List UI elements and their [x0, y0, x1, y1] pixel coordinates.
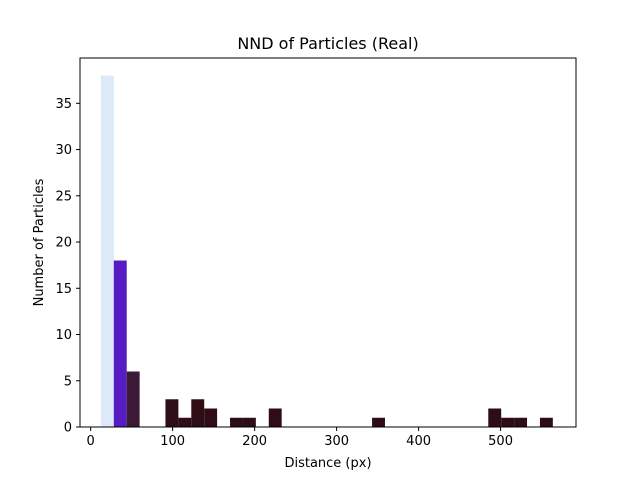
y-axis-label: Number of Particles — [32, 178, 47, 306]
y-tick-label: 25 — [55, 189, 72, 204]
x-tick-label: 400 — [406, 434, 431, 449]
bars-group — [100, 75, 553, 427]
x-axis-label: Distance (px) — [284, 456, 371, 471]
histogram-bar-8 — [242, 417, 256, 427]
histogram-bar-5 — [191, 399, 205, 427]
histogram-bar-11 — [488, 408, 502, 427]
x-tick-label: 500 — [488, 434, 513, 449]
y-axis-ticks: 0 5 10 15 20 25 30 35 — [55, 97, 80, 436]
histogram-bar-6 — [204, 408, 218, 427]
histogram-bar-7 — [230, 417, 243, 427]
histogram-bar-4 — [178, 417, 192, 427]
plot-frame — [79, 57, 577, 428]
histogram-bar-1 — [113, 260, 127, 427]
y-tick-label: 20 — [55, 236, 72, 251]
x-tick-label: 200 — [242, 434, 267, 449]
histogram-bar-14 — [539, 417, 553, 427]
y-tick-label: 15 — [55, 282, 72, 297]
y-tick-label: 35 — [55, 97, 72, 112]
x-axis-ticks: 0 100 200 300 400 500 — [87, 427, 513, 449]
histogram-bar-0 — [100, 75, 114, 427]
y-tick-label: 30 — [55, 143, 72, 158]
histogram-bar-2 — [126, 371, 140, 427]
y-tick-label: 0 — [64, 421, 72, 436]
histogram-bar-13 — [514, 417, 528, 427]
chart-title: NND of Particles (Real) — [237, 34, 418, 53]
histogram-bar-3 — [165, 399, 179, 427]
x-tick-label: 100 — [160, 434, 185, 449]
histogram-bar-12 — [501, 417, 515, 427]
histogram-bar-9 — [268, 408, 282, 427]
histogram-bar-10 — [372, 417, 385, 427]
x-tick-label: 300 — [324, 434, 349, 449]
x-tick-label: 0 — [87, 434, 95, 449]
y-tick-label: 10 — [55, 328, 72, 343]
y-tick-label: 5 — [64, 374, 72, 389]
